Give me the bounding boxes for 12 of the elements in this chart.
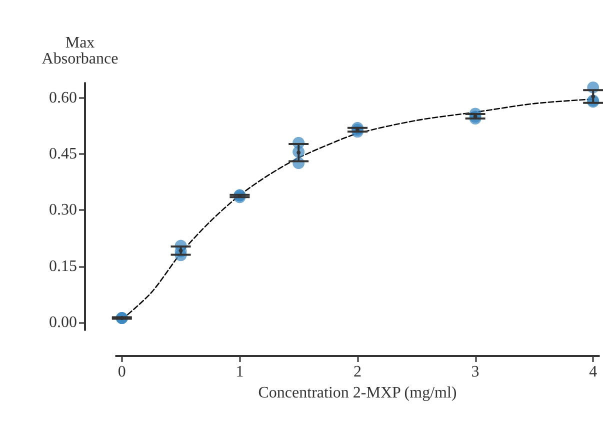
x-tick-label: 1 bbox=[236, 364, 244, 380]
x-tick-label: 3 bbox=[471, 364, 480, 380]
y-tick-label: 0.15 bbox=[49, 258, 77, 275]
x-axis-title: Concentration 2-MXP (mg/ml) bbox=[258, 384, 457, 402]
y-tick-label: 0.00 bbox=[49, 314, 77, 332]
y-axis-title: Max Absorbance bbox=[42, 34, 118, 68]
x-tick-label: 0 bbox=[118, 364, 126, 380]
x-tick-label: 4 bbox=[589, 364, 598, 380]
y-tick-label: 0.60 bbox=[49, 89, 77, 106]
y-tick-label: 0.30 bbox=[49, 202, 77, 219]
x-tick-label: 2 bbox=[354, 364, 362, 380]
y-tick-label: 0.45 bbox=[49, 146, 77, 163]
